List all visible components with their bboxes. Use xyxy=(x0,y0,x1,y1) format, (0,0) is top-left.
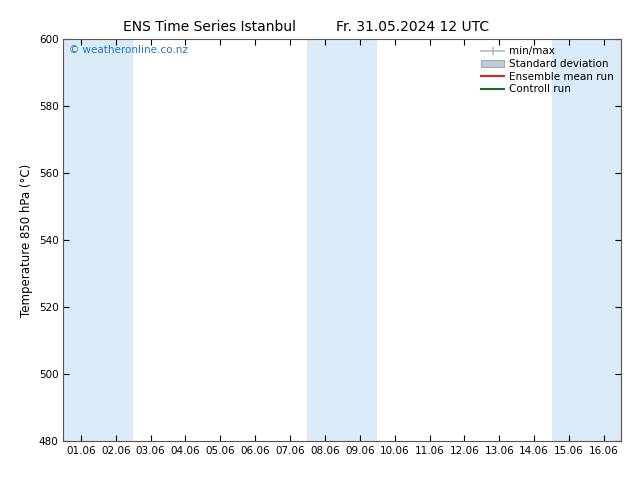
Text: © weatheronline.co.nz: © weatheronline.co.nz xyxy=(69,45,188,55)
Bar xyxy=(63,39,133,441)
Legend: min/max, Standard deviation, Ensemble mean run, Controll run: min/max, Standard deviation, Ensemble me… xyxy=(479,45,616,97)
Text: Fr. 31.05.2024 12 UTC: Fr. 31.05.2024 12 UTC xyxy=(335,20,489,34)
Bar xyxy=(307,39,377,441)
Text: ENS Time Series Istanbul: ENS Time Series Istanbul xyxy=(123,20,295,34)
Bar xyxy=(552,39,621,441)
Y-axis label: Temperature 850 hPa (°C): Temperature 850 hPa (°C) xyxy=(20,164,33,317)
